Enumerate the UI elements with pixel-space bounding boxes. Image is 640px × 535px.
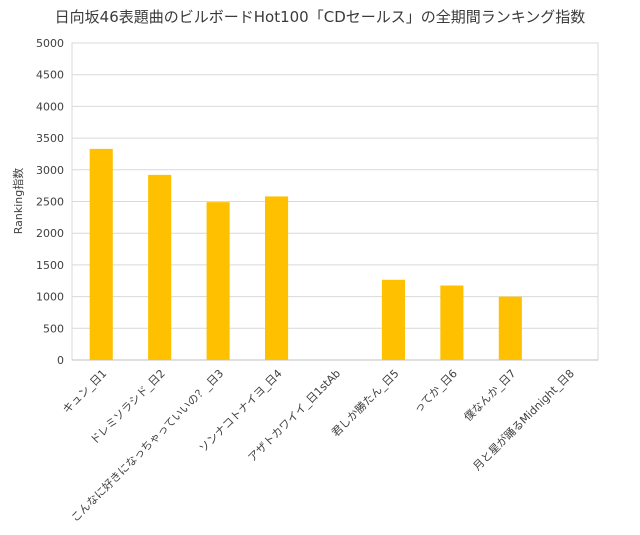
bar-4 <box>265 196 289 360</box>
bar-7 <box>440 285 464 360</box>
bars <box>89 148 522 360</box>
x-axis-labels: キュン_日1ドレミソラシド_日2こんなに好きになっちゃっていいの？_日3ソンナコ… <box>60 366 577 524</box>
y-tick-label: 5000 <box>36 37 64 50</box>
x-tick-label: キュン_日1 <box>60 367 109 416</box>
bar-8 <box>498 296 522 360</box>
bar-3 <box>206 202 230 360</box>
chart-title: 日向坂46表題曲のビルボードHot100「CDセールス」の全期間ランキング指数 <box>55 8 586 26</box>
y-tick-label: 1000 <box>36 291 64 304</box>
y-tick-label: 0 <box>57 354 64 367</box>
y-tick-label: 4000 <box>36 100 64 113</box>
y-tick-label: 2000 <box>36 227 64 240</box>
bar-1 <box>89 148 113 360</box>
y-tick-label: 2500 <box>36 196 64 209</box>
y-tick-label: 3500 <box>36 132 64 145</box>
y-tick-label: 1500 <box>36 259 64 272</box>
y-tick-label: 3000 <box>36 164 64 177</box>
bar-2 <box>148 174 172 360</box>
x-tick-label: 僕なんか_日7 <box>462 367 519 424</box>
bar-6 <box>381 279 405 360</box>
x-tick-label: 月と星が踊るMidnight_日8 <box>470 366 577 473</box>
y-axis-label: Ranking指数 <box>11 168 25 235</box>
y-tick-label: 4500 <box>36 69 64 82</box>
y-tick-label: 500 <box>43 322 64 335</box>
x-tick-label: ってか_日6 <box>411 367 460 416</box>
y-axis-ticks: 0 500 1000 1500 2000 2500 3000 3500 4000 4500 5000 <box>36 37 64 367</box>
